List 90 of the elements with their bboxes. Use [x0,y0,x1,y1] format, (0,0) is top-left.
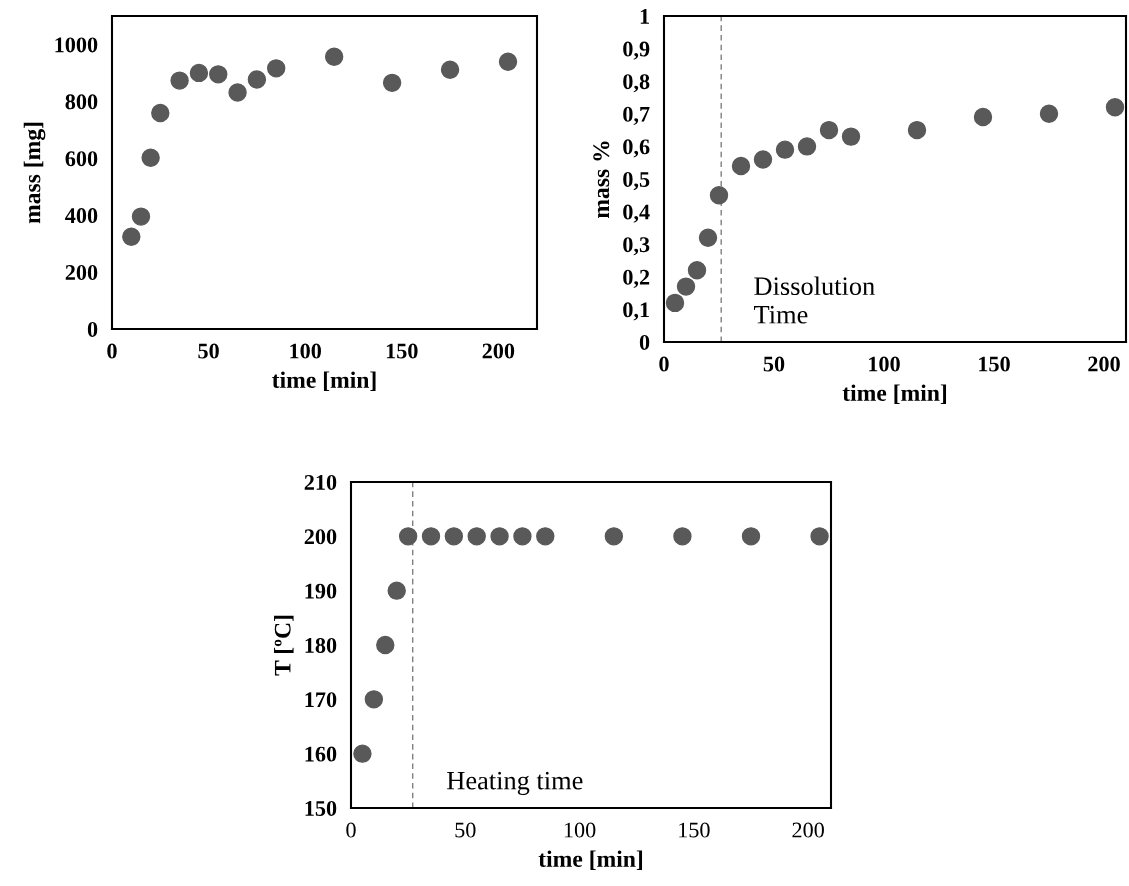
point [1105,98,1125,117]
point [324,47,344,66]
y-tick-label: 0,7 [623,106,650,125]
y-tick-label: 400 [65,208,98,224]
x-tick-label: 200 [482,343,515,359]
x-tick-label: 50 [763,356,785,372]
y-tick-label: 170 [305,692,337,708]
x-axis-title: time [min] [842,384,947,404]
point [421,527,441,546]
point [444,527,464,546]
point [151,103,170,123]
point [709,186,729,205]
y-tick-label: 0,9 [623,41,650,60]
x-tick-label: 200 [792,822,824,838]
point [973,107,993,127]
x-tick-label: 150 [679,822,710,838]
point [498,52,518,72]
point [247,70,267,89]
point [122,227,141,247]
x-tick-label: 150 [979,356,1010,372]
y-tick-label: 800 [65,94,98,110]
y-tick-label: 0,6 [623,139,650,158]
y-tick-label: 150 [305,800,337,816]
y-tick-label: 0,3 [623,237,650,256]
y-tick-label: 600 [65,151,98,167]
point [841,127,861,146]
y-tick-label: 0,1 [623,302,649,321]
y-tick-label: 1000 [55,37,98,53]
point [170,71,189,90]
point [698,228,718,247]
x-tick-label: 0 [107,343,117,359]
point [189,63,209,83]
y-tick-label: 0,2 [623,269,650,288]
x-tick-label: 100 [290,343,321,359]
point [810,527,829,546]
point [398,527,418,546]
point [907,120,927,140]
point [731,156,751,176]
point [490,527,509,546]
point [141,148,160,167]
x-tick-label: 50 [455,822,476,838]
y-tick-label: 0,8 [623,74,650,93]
point [131,207,151,226]
point [604,527,624,546]
point [536,527,555,546]
x-tick-label: 150 [386,343,418,359]
ref-line-label: Dissolution Time [754,276,875,324]
ref-line-label: Heating time [447,771,583,795]
y-axis-title: mass % [593,141,610,219]
point [687,261,707,280]
x-tick-label: 0 [346,822,356,838]
point [513,527,532,546]
point [1039,104,1059,124]
y-axis-title: T [ºC] [274,615,294,676]
y-tick-label: 160 [305,746,337,762]
x-tick-label: 50 [198,343,219,359]
x-axis-title: time [min] [272,371,376,391]
point [209,65,228,84]
point [353,744,372,763]
x-tick-label: 0 [659,356,669,372]
y-tick-label: 0,4 [623,204,650,223]
point [382,73,402,93]
point [665,293,685,313]
point [797,137,817,156]
y-tick-label: 1 [640,9,649,24]
point [676,277,696,296]
x-axis-title: time [min] [538,850,643,870]
point [228,83,247,102]
y-tick-label: 200 [304,529,337,545]
point [467,527,486,546]
y-tick-label: 0,5 [623,171,650,191]
point [741,527,761,546]
point [819,120,839,140]
y-tick-label: 210 [304,474,337,490]
point [387,581,406,600]
y-tick-label: 200 [65,265,98,281]
x-tick-label: 100 [869,356,900,372]
point [775,140,795,159]
y-axis-title: mass [mg] [23,122,46,224]
point [364,690,384,709]
x-tick-label: 200 [1088,356,1120,372]
point [753,150,773,169]
y-tick-label: 190 [305,583,337,599]
y-tick-label: 0 [87,321,98,337]
x-tick-label: 100 [564,822,596,838]
point [267,59,286,78]
point [673,527,692,546]
point [440,60,460,79]
y-tick-label: 180 [305,637,337,653]
point [376,635,395,655]
